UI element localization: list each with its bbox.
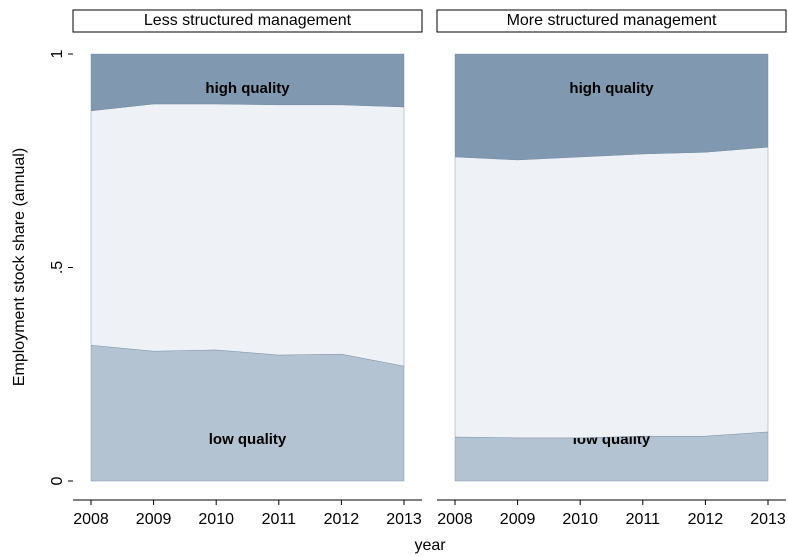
x-tick-label: 2011 (262, 511, 297, 528)
area-label: high quality (205, 80, 290, 97)
x-tick-label: 2009 (136, 511, 172, 528)
area (454, 146, 769, 439)
y-axis-label: Employment stock share (annual) (11, 148, 28, 386)
area-label: high quality (569, 80, 654, 97)
x-tick-label: 2009 (500, 511, 536, 528)
panel-title: More structured management (507, 12, 717, 29)
area (90, 103, 405, 367)
x-tick-label: 2010 (198, 511, 234, 528)
x-tick-label: 2008 (73, 511, 109, 528)
area-label: low quality (209, 431, 287, 448)
panel-header-box (436, 9, 787, 33)
panel-title: Less structured management (144, 12, 352, 29)
x-tick-label: 2012 (324, 511, 360, 528)
x-tick-label: 2008 (437, 511, 473, 528)
area (454, 53, 769, 161)
area (90, 53, 405, 112)
x-tick-label: 2011 (626, 511, 661, 528)
x-axis-label: year (414, 537, 446, 554)
x-tick-label: 2013 (750, 511, 786, 528)
x-tick-label: 2010 (562, 511, 598, 528)
area (90, 344, 405, 482)
y-tick-label: .5 (49, 261, 66, 274)
panel-header-box (72, 9, 423, 33)
y-tick-label: 0 (49, 476, 66, 485)
x-tick-label: 2013 (386, 511, 422, 528)
x-tick-label: 2012 (688, 511, 724, 528)
y-tick-label: 1 (49, 49, 66, 58)
